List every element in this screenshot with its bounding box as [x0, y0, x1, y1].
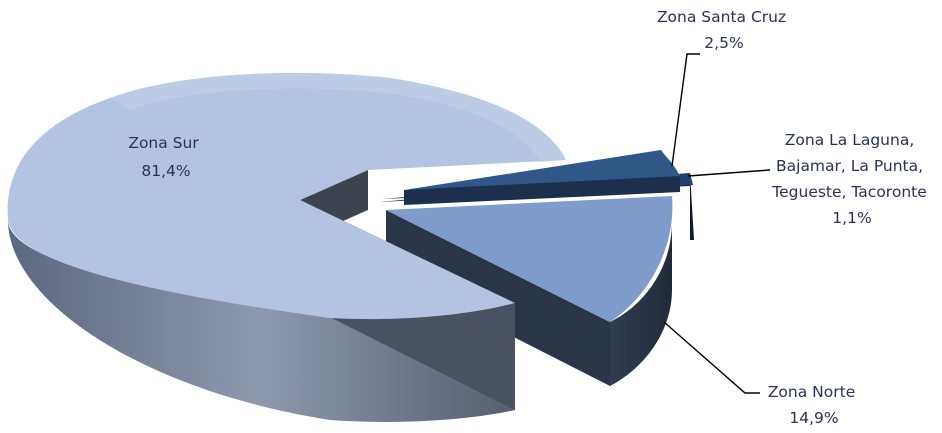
label-zona-sur-line: Zona Sur [128, 134, 199, 152]
label-zona-la-laguna-line-1: Zona La Laguna, [785, 131, 914, 149]
leader-line-zona-la-laguna [687, 169, 771, 177]
slice-zona-sur-side [8, 220, 515, 422]
leader-line-zona-norte [663, 321, 760, 394]
slice-zona-sur [7, 72, 567, 320]
label-zona-norte-line: Zona Norte [768, 383, 855, 401]
slice-zona-norte [386, 196, 673, 322]
leader-line-zona-santa-cruz [671, 53, 700, 167]
label-zona-la-laguna-line-2: Bajamar, La Punta, [776, 157, 923, 175]
label-zona-sur: Zona Sur 81,4% [128, 134, 203, 180]
label-zona-norte-value: 14,9% [789, 409, 838, 427]
label-zona-la-laguna-value: 1,1% [832, 209, 871, 227]
slice-zona-sur-highlight [110, 72, 566, 162]
label-zona-la-laguna: Zona La Laguna, Bajamar, La Punta, Tegue… [771, 131, 931, 227]
label-zona-santa-cruz-line: Zona Santa Cruz [657, 8, 786, 26]
label-zona-santa-cruz: Zona Santa Cruz 2,5% [657, 8, 791, 52]
slice-zona-santa-cruz [404, 150, 680, 190]
label-zona-santa-cruz-value: 2,5% [704, 34, 743, 52]
slice-zona-norte-side [610, 222, 672, 386]
label-zona-norte: Zona Norte 14,9% [768, 383, 860, 427]
label-zona-la-laguna-line-3: Tegueste, Tacoronte [771, 183, 926, 201]
label-zona-sur-value: 81,4% [141, 162, 190, 180]
